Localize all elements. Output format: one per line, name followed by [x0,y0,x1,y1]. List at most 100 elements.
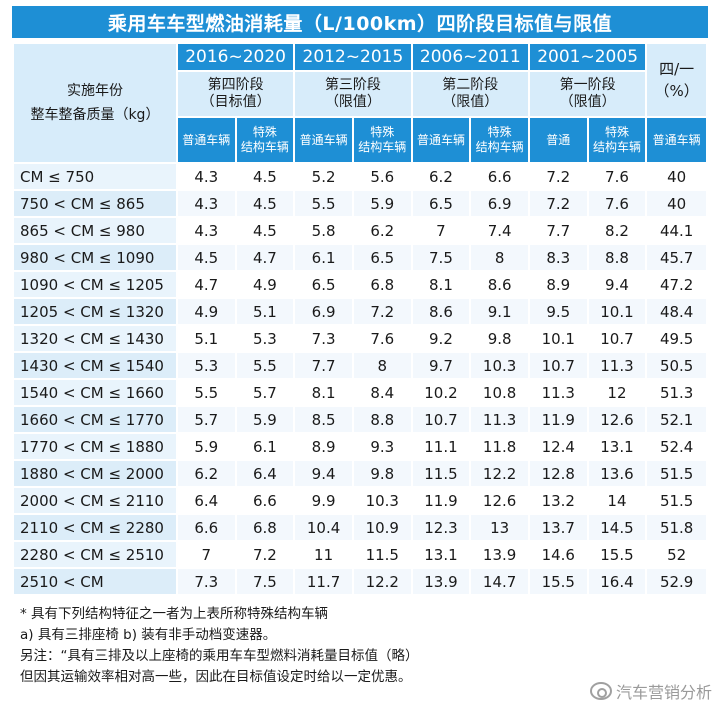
stage-name: 第三阶段 [324,77,381,93]
stage-type: （目标值） [200,94,271,110]
mass-range-label: 1880 < CM ≤ 2000 [14,461,176,486]
stage-name: 第四阶段 [207,77,264,93]
value-cell: 40 [647,164,706,189]
value-cell: 4.7 [177,272,235,297]
value-cell: 14.5 [588,515,646,540]
watermark: 汽车营销分析 [589,679,712,703]
value-cell: 13.1 [412,542,470,567]
value-cell: 9.8 [471,326,528,351]
value-cell: 13.6 [588,461,646,486]
value-cell: 7.5 [236,569,294,594]
value-cell: 9.9 [295,488,352,513]
value-cell: 50.5 [647,353,706,378]
value-cell: 51.5 [647,488,706,513]
value-cell: 5.7 [236,380,294,405]
value-cell: 5.5 [236,353,294,378]
mass-range-label: 1205 < CM ≤ 1320 [14,299,176,324]
value-cell: 5.3 [236,326,294,351]
value-cell: 9.4 [295,461,352,486]
value-cell: 52.4 [647,434,706,459]
value-cell: 13.1 [588,434,646,459]
mass-range-label: 1540 < CM ≤ 1660 [14,380,176,405]
value-cell: 13.9 [471,542,528,567]
mass-range-label: 750 < CM ≤ 865 [14,191,176,216]
value-cell: 13 [471,515,528,540]
value-cell: 10.7 [529,353,587,378]
value-cell: 13.9 [412,569,470,594]
value-cell: 5.1 [177,326,235,351]
footnote-line: 另注：“具有三排及以上座椅的乘用车车型燃料消耗量目标值（略） [20,648,419,664]
weibo-icon [589,682,612,700]
value-cell: 4.9 [236,272,294,297]
stage-header: 第四阶段 （目标值） [177,72,294,116]
value-cell: 7.5 [412,245,470,270]
sub-header-line: 普通车辆 [299,132,348,147]
value-cell: 8.4 [353,380,411,405]
value-cell: 7.7 [295,353,352,378]
value-cell: 7.2 [529,191,587,216]
sub-header-line: 特殊 [604,125,629,139]
value-cell: 7.2 [353,299,411,324]
value-cell: 6.4 [177,488,235,513]
value-cell: 16.4 [588,569,646,594]
stage-type: （限值） [324,94,381,110]
value-cell: 15.5 [588,542,646,567]
value-cell: 10.2 [412,380,470,405]
value-cell: 8.8 [353,407,411,432]
value-cell: 8.6 [471,272,528,297]
sub-header-line: 特殊 [487,125,512,139]
value-cell: 47.2 [647,272,706,297]
value-cell: 9.2 [412,326,470,351]
value-cell: 6.8 [353,272,411,297]
value-cell: 4.3 [177,164,235,189]
mass-range-label: CM ≤ 750 [14,164,176,189]
footnote-line: 但因其运输效率相对高一些，因此在目标值设定时给以一定优惠。 [20,669,412,685]
sub-header: 特殊 结构车辆 [471,118,528,162]
value-cell: 8.5 [295,407,352,432]
period-header: 2001~2005 [529,44,646,70]
period-header: 2012~2015 [295,44,411,70]
sub-header-line: 结构车辆 [592,140,641,154]
sub-header: 普通 [529,118,587,162]
footnote-line: a) 具有三排座椅 b) 装有非手动档变速器。 [20,627,277,643]
value-cell: 12.2 [353,569,411,594]
value-cell: 9.7 [412,353,470,378]
value-cell: 5.3 [177,353,235,378]
mass-range-label: 2110 < CM ≤ 2280 [14,515,176,540]
value-cell: 8.9 [529,272,587,297]
value-cell: 12.6 [471,488,528,513]
value-cell: 7.3 [177,569,235,594]
value-cell: 9.4 [588,272,646,297]
sub-header-line: 普通车辆 [182,132,231,147]
value-cell: 8.6 [412,299,470,324]
value-cell: 6.4 [236,461,294,486]
table-row: 1770 < CM ≤ 1880 5.9 6.1 8.9 9.3 11.1 11.8 12.4… [14,434,706,459]
value-cell: 8 [471,245,528,270]
header-ratio: 四/一 （%） [647,44,706,116]
value-cell: 7.6 [588,164,646,189]
value-cell: 7.4 [471,218,528,243]
value-cell: 12.2 [471,461,528,486]
value-cell: 11.5 [412,461,470,486]
value-cell: 6.2 [412,164,470,189]
value-cell: 6.5 [295,272,352,297]
value-cell: 51.5 [647,461,706,486]
footnote-line: * 具有下列结构特征之一者为上表所称特殊结构车辆 [20,606,329,622]
mass-range-label: 1430 < CM ≤ 1540 [14,353,176,378]
value-cell: 8.3 [529,245,587,270]
value-cell: 6.5 [412,191,470,216]
value-cell: 51.3 [647,380,706,405]
value-cell: 6.8 [236,515,294,540]
table-row: 2280 < CM ≤ 2510 7 7.2 11 11.5 13.1 13.9 14.6 15… [14,542,706,567]
value-cell: 14.6 [529,542,587,567]
value-cell: 49.5 [647,326,706,351]
value-cell: 6.6 [236,488,294,513]
value-cell: 5.1 [236,299,294,324]
value-cell: 40 [647,191,706,216]
value-cell: 12.8 [529,461,587,486]
table-row: 980 < CM ≤ 1090 4.5 4.7 6.1 6.5 7.5 8 8.3 8.8 45.… [14,245,706,270]
sub-header-line: 特殊 [370,125,395,139]
value-cell: 14.7 [471,569,528,594]
mass-range-label: 1770 < CM ≤ 1880 [14,434,176,459]
sub-header-line: 结构车辆 [358,140,407,154]
